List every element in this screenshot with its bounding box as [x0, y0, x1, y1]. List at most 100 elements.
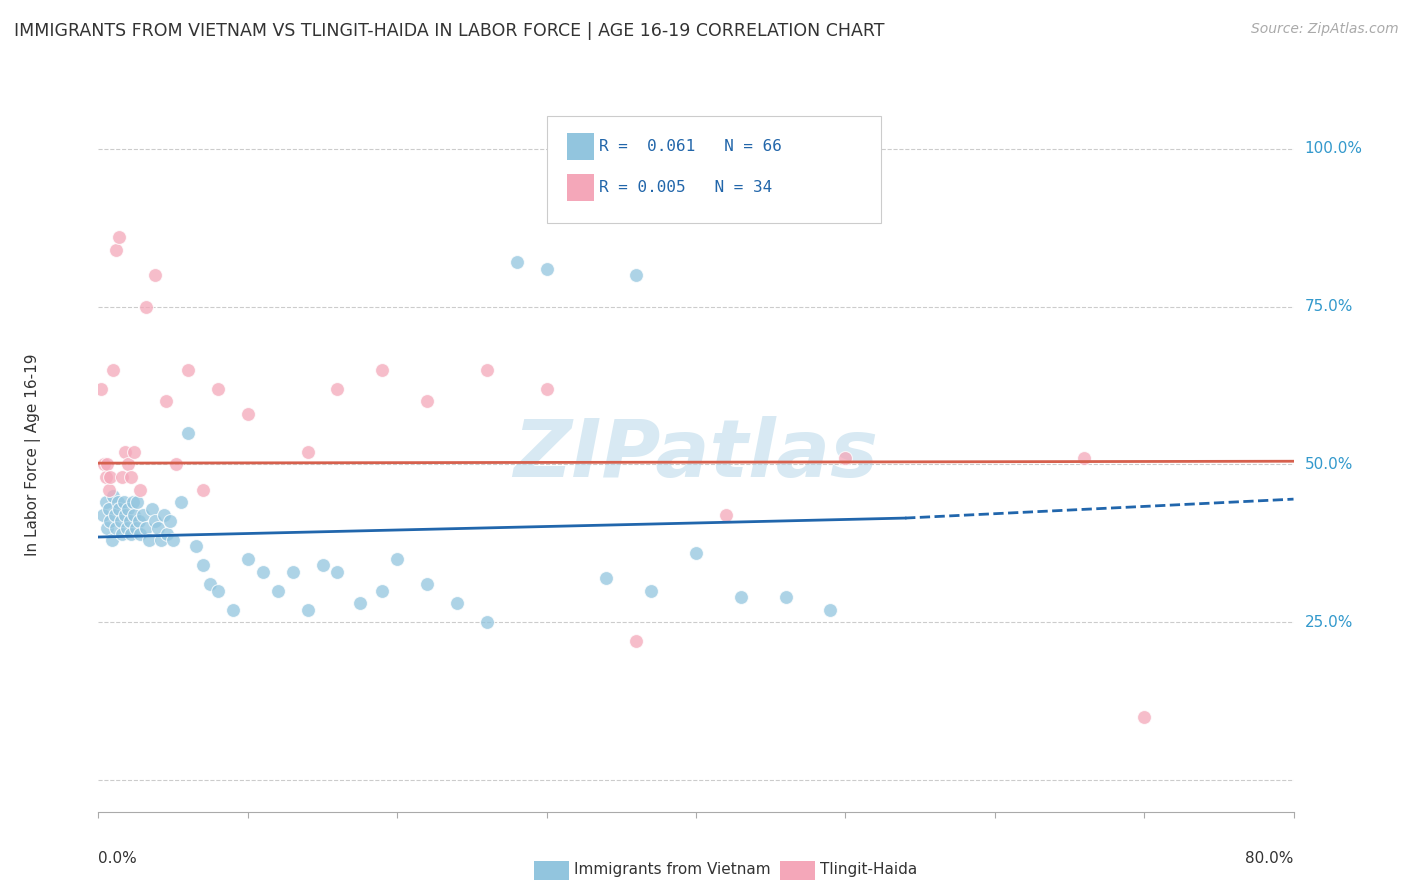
Point	[200, 577, 222, 591]
Text: 50.0%: 50.0%	[1305, 457, 1353, 472]
Point	[349, 596, 371, 610]
Point	[191, 558, 214, 573]
Point	[124, 444, 146, 458]
Point	[775, 590, 797, 604]
Point	[311, 558, 333, 573]
Point	[191, 483, 214, 497]
Point	[132, 508, 155, 522]
Point	[640, 583, 662, 598]
Point	[416, 577, 439, 591]
Point	[111, 470, 134, 484]
Point	[150, 533, 173, 548]
Point	[97, 501, 120, 516]
Point	[105, 243, 128, 257]
Point	[121, 495, 143, 509]
Point	[138, 533, 160, 548]
Text: IMMIGRANTS FROM VIETNAM VS TLINGIT-HAIDA IN LABOR FORCE | AGE 16-19 CORRELATION : IMMIGRANTS FROM VIETNAM VS TLINGIT-HAIDA…	[14, 22, 884, 40]
Point	[96, 458, 118, 472]
Point	[105, 520, 128, 534]
FancyBboxPatch shape	[547, 116, 882, 223]
Point	[834, 451, 856, 466]
Point	[730, 590, 752, 604]
Point	[595, 148, 617, 162]
Point	[416, 394, 439, 409]
Point	[177, 362, 200, 376]
Point	[107, 495, 129, 509]
Text: R = 0.005   N = 34: R = 0.005 N = 34	[599, 180, 772, 194]
Point	[252, 565, 274, 579]
Point	[177, 425, 200, 440]
Point	[1073, 451, 1095, 466]
Point	[148, 520, 170, 534]
Bar	[567, 133, 595, 161]
Text: In Labor Force | Age 16-19: In Labor Force | Age 16-19	[25, 353, 41, 557]
Point	[96, 520, 118, 534]
Point	[103, 362, 125, 376]
Point	[536, 261, 558, 276]
Point	[94, 495, 117, 509]
Point	[128, 514, 150, 528]
Point	[624, 634, 647, 648]
Point	[281, 565, 304, 579]
Point	[159, 514, 181, 528]
Point	[91, 508, 114, 522]
Point	[153, 508, 176, 522]
Point	[127, 495, 149, 509]
Point	[101, 533, 124, 548]
Point	[184, 540, 207, 554]
Point	[98, 470, 122, 484]
Point	[222, 602, 245, 616]
Point	[115, 520, 138, 534]
Point	[111, 526, 134, 541]
Point	[141, 501, 163, 516]
Point	[143, 514, 166, 528]
Point	[93, 458, 115, 472]
Point	[129, 483, 152, 497]
Point	[595, 571, 617, 585]
Point	[475, 615, 498, 630]
Point	[371, 362, 394, 376]
Point	[385, 552, 409, 566]
Text: 100.0%: 100.0%	[1305, 141, 1362, 156]
Point	[143, 268, 166, 282]
Point	[506, 255, 529, 269]
Point	[820, 602, 842, 616]
Point	[155, 394, 177, 409]
Point	[156, 526, 179, 541]
Point	[98, 514, 122, 528]
Point	[110, 514, 132, 528]
Point	[118, 514, 141, 528]
Point	[97, 483, 120, 497]
Point	[162, 533, 184, 548]
Point	[104, 508, 127, 522]
Point	[207, 382, 229, 396]
Text: Immigrants from Vietnam: Immigrants from Vietnam	[574, 863, 770, 877]
Point	[297, 602, 319, 616]
Point	[117, 458, 139, 472]
Text: 75.0%: 75.0%	[1305, 299, 1353, 314]
Point	[90, 382, 112, 396]
Point	[129, 526, 152, 541]
Point	[165, 458, 187, 472]
Point	[536, 382, 558, 396]
Point	[114, 508, 136, 522]
Text: Tlingit-Haida: Tlingit-Haida	[820, 863, 917, 877]
Text: 25.0%: 25.0%	[1305, 615, 1353, 630]
Point	[207, 583, 229, 598]
Point	[124, 508, 146, 522]
Point	[169, 495, 191, 509]
Point	[112, 495, 135, 509]
Point	[120, 470, 142, 484]
Point	[371, 583, 394, 598]
Point	[326, 565, 349, 579]
Point	[446, 596, 468, 610]
Point	[117, 501, 139, 516]
Point	[267, 583, 290, 598]
Text: R =  0.061   N = 66: R = 0.061 N = 66	[599, 139, 782, 154]
Point	[714, 508, 737, 522]
Point	[624, 268, 647, 282]
Point	[120, 526, 142, 541]
Text: 0.0%: 0.0%	[98, 851, 138, 865]
Point	[108, 501, 131, 516]
Point	[326, 382, 349, 396]
